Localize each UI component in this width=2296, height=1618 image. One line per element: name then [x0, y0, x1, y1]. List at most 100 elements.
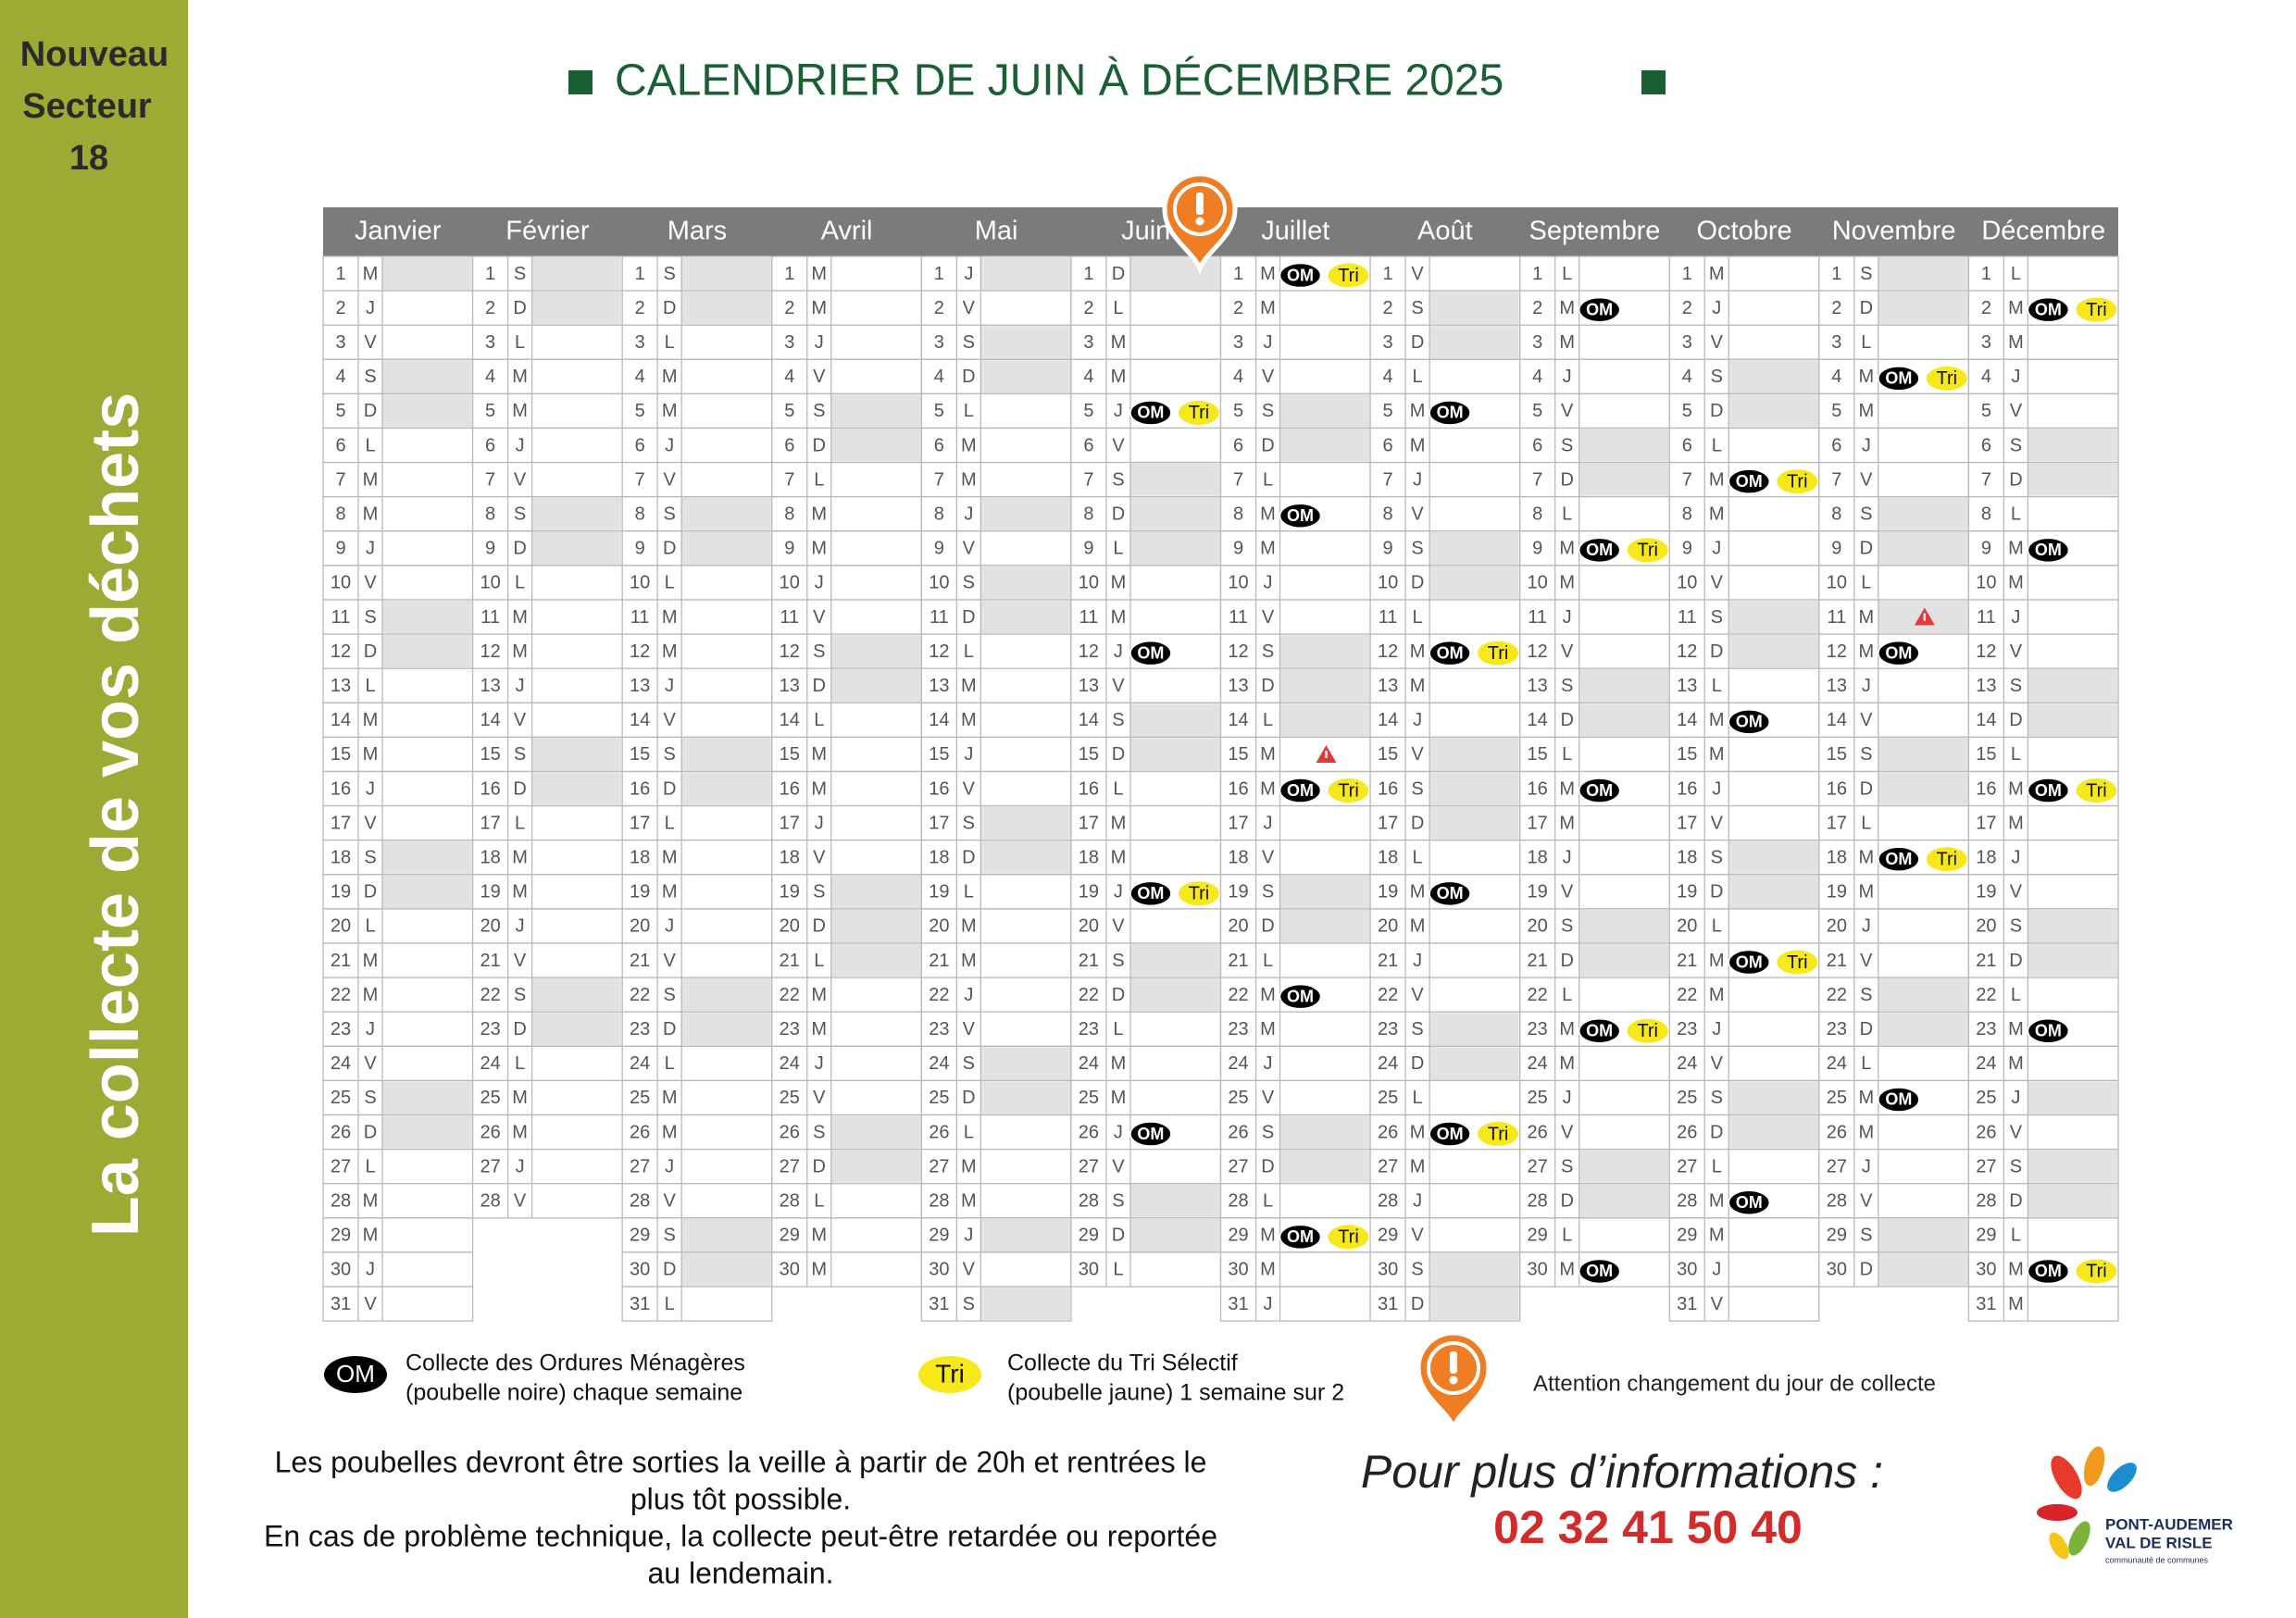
shaded-day [980, 326, 1070, 359]
day-number: 15 [1677, 744, 1697, 765]
day-cell [1219, 461, 1371, 498]
shaded-day [1728, 394, 1818, 428]
day-number: 23 [1827, 1019, 1847, 1039]
day-letter: J [1712, 1019, 1721, 1039]
day-number: 30 [1228, 1260, 1248, 1280]
day-letter: V [364, 1294, 377, 1314]
day-cell [471, 358, 623, 395]
shaded-day [382, 360, 472, 393]
day-number: 23 [1528, 1019, 1548, 1039]
day-number: 11 [331, 607, 351, 628]
day-letter: J [1563, 848, 1572, 868]
om-badge [1578, 296, 1621, 323]
day-letter: M [1559, 539, 1575, 559]
day-cell [771, 324, 922, 360]
day-cell [1070, 1251, 1222, 1288]
day-letter: V [963, 1260, 976, 1280]
day-number: 28 [1827, 1191, 1847, 1212]
day-number: 17 [1827, 813, 1847, 833]
day-letter: V [1262, 1088, 1275, 1108]
day-number: 4 [335, 367, 345, 387]
day-letter: J [1264, 1294, 1273, 1314]
shaded-day [1878, 257, 1968, 291]
day-number: 25 [480, 1088, 500, 1108]
day-letter: D [1112, 264, 1125, 284]
day-number: 21 [780, 951, 800, 971]
day-number: 14 [1827, 710, 1847, 730]
day-number: 8 [1383, 504, 1393, 525]
day-number: 17 [480, 813, 500, 833]
day-letter: L [1861, 332, 1871, 353]
day-number: 20 [1079, 916, 1099, 937]
day-number: 9 [335, 539, 345, 559]
shaded-day [1878, 1252, 1968, 1286]
month-name: Juin [1121, 217, 1170, 246]
shaded-day [1429, 566, 1519, 599]
om-text: OM [1137, 404, 1164, 422]
om-badge [1129, 640, 1172, 666]
day-number: 16 [1378, 778, 1398, 799]
day-number: 30 [630, 1260, 650, 1280]
day-letter: J [516, 916, 525, 937]
day-number: 31 [1976, 1294, 1996, 1314]
shaded-day [830, 669, 921, 703]
day-cell [1070, 1045, 1222, 1082]
day-number: 9 [1532, 539, 1542, 559]
day-number: 23 [630, 1019, 650, 1039]
day-cell [1519, 804, 1670, 841]
day-number: 7 [1233, 469, 1243, 490]
day-number: 28 [1976, 1191, 1996, 1212]
logo: PONT-AUDEMER VAL DE RISLE communauté de … [2037, 1446, 2233, 1564]
shaded-day [1878, 1013, 1968, 1046]
day-letter: M [811, 778, 827, 799]
shaded-day [1279, 669, 1370, 703]
day-letter: M [1559, 1053, 1575, 1074]
day-letter: L [1263, 710, 1273, 730]
day-letter: M [811, 539, 827, 559]
day-letter: V [1860, 951, 1873, 971]
om-text: OM [1586, 541, 1613, 559]
shaded-day [1279, 1150, 1370, 1183]
day-letter: L [1712, 1156, 1722, 1176]
shaded-day [681, 1252, 771, 1286]
shaded-day [980, 360, 1070, 393]
day-cell [920, 461, 1072, 498]
day-number: 29 [1976, 1226, 1996, 1246]
tri-text: Tri [1787, 471, 1808, 492]
day-number: 14 [1976, 710, 1996, 730]
day-letter: S [1860, 264, 1872, 284]
om-badge [1429, 880, 1471, 907]
day-letter: L [2011, 744, 2021, 765]
day-letter: S [1561, 916, 1573, 937]
day-number: 24 [630, 1053, 650, 1074]
day-letter: S [1711, 1088, 1723, 1108]
day-number: 26 [1228, 1122, 1248, 1142]
day-number: 4 [1532, 367, 1542, 387]
day-cell [1967, 599, 2119, 635]
day-letter: L [665, 1294, 675, 1314]
day-number: 4 [1981, 367, 1991, 387]
day-letter: M [2008, 573, 2024, 593]
tri-text: Tri [1637, 541, 1658, 561]
om-badge [1279, 983, 1322, 1010]
day-number: 16 [480, 778, 500, 799]
day-letter: V [963, 539, 976, 559]
day-number: 2 [1532, 298, 1542, 318]
day-letter: M [811, 744, 827, 765]
day-number: 28 [331, 1191, 351, 1212]
om-text: OM [1437, 404, 1464, 422]
shaded-day [1878, 978, 1968, 1012]
day-letter: D [813, 435, 826, 455]
day-number: 30 [780, 1260, 800, 1280]
day-number: 4 [635, 367, 645, 387]
day-cell [621, 324, 773, 360]
shaded-day [1129, 944, 1220, 977]
day-letter: D [1710, 1122, 1723, 1142]
shaded-day [1578, 1184, 1669, 1217]
day-cell [322, 1251, 474, 1288]
day-letter: S [1112, 469, 1124, 490]
notice: plus tôt possible. [630, 1482, 851, 1515]
day-number: 29 [1079, 1226, 1099, 1246]
shaded-day [830, 429, 921, 462]
day-number: 10 [1976, 573, 1996, 593]
